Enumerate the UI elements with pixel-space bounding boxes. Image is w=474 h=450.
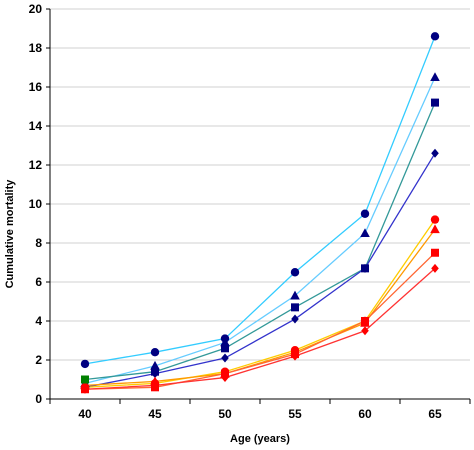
marker-diamond	[431, 263, 439, 273]
marker-triangle	[290, 290, 300, 300]
marker-square	[221, 344, 229, 353]
series-line-2	[84, 76, 436, 385]
y-tick-label: 8	[35, 236, 42, 250]
gridlines	[50, 8, 470, 361]
marker-diamond	[151, 380, 159, 390]
y-tick-label: 6	[35, 275, 42, 289]
marker-square	[361, 317, 369, 325]
series-line-6	[84, 228, 436, 386]
x-tick-label: 50	[218, 407, 232, 421]
marker-circle	[360, 209, 370, 218]
y-tick-label: 4	[35, 314, 42, 328]
y-tick-label: 14	[29, 119, 43, 133]
x-tick-label: 65	[428, 407, 442, 421]
y-tick-label: 2	[35, 353, 42, 367]
marker-triangle	[360, 228, 370, 238]
tick-labels: 0 2 4 6 8 10 12 14 16 18 20 40 45 50 55 60 65	[29, 2, 442, 421]
marker-square	[431, 98, 439, 107]
x-tick-label: 60	[358, 407, 372, 421]
marker-circle	[150, 348, 160, 357]
series-line-7	[84, 252, 436, 390]
y-axis-title: Cumulative mortality	[4, 179, 16, 289]
x-tick-label: 45	[148, 407, 162, 421]
y-tick-label: 12	[29, 158, 43, 172]
marker-triangle	[430, 224, 440, 234]
marker-circle	[290, 268, 300, 277]
marker-circle	[80, 359, 90, 369]
marker-diamond	[221, 373, 229, 383]
x-tick-label: 40	[78, 407, 92, 421]
series-line-5	[84, 219, 436, 388]
marker-diamond	[291, 351, 299, 361]
marker-square	[431, 248, 439, 257]
marker-diamond	[291, 314, 299, 324]
marker-triangle	[430, 72, 440, 82]
marker-triangle	[220, 337, 230, 347]
axes	[46, 8, 471, 404]
marker-square	[291, 303, 299, 312]
x-axis-title: Age (years)	[230, 433, 290, 445]
marker-circle	[430, 32, 440, 41]
series-line-3	[84, 102, 436, 381]
y-tick-label: 20	[29, 2, 43, 16]
y-tick-label: 16	[29, 80, 43, 94]
marker-diamond	[81, 384, 89, 394]
series-line-1	[84, 36, 436, 365]
marker-square	[81, 375, 89, 384]
marker-diamond	[361, 326, 369, 336]
marker-circle	[430, 215, 440, 224]
y-tick-label: 10	[29, 197, 43, 211]
marker-diamond	[151, 369, 159, 379]
marker-diamond	[361, 263, 369, 273]
y-tick-label: 0	[35, 392, 42, 406]
marker-diamond	[431, 148, 439, 158]
marker-triangle	[150, 360, 160, 370]
series-line-4	[84, 152, 436, 388]
x-tick-label: 55	[288, 407, 302, 421]
marker-diamond	[221, 353, 229, 363]
series-line-8	[84, 267, 436, 390]
y-tick-label: 18	[29, 41, 43, 55]
series-lines	[84, 36, 436, 390]
series-markers	[80, 32, 440, 394]
